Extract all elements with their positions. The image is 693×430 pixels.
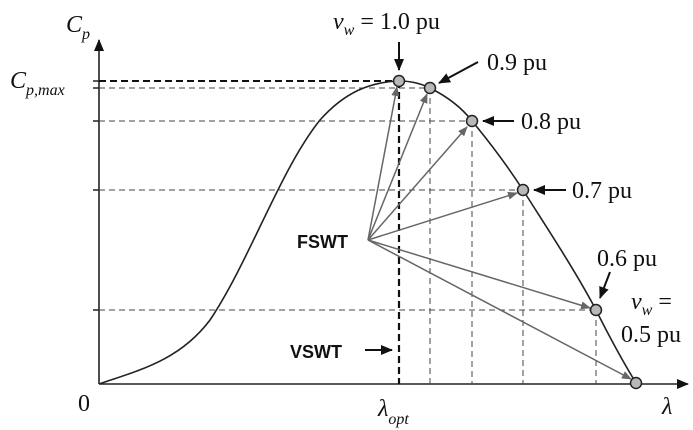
origin-label: 0 (78, 391, 90, 417)
lambda-opt-label: λopt (377, 396, 409, 428)
vswt-label: VSWT (290, 342, 342, 362)
fswt-arrow-09 (367, 93, 428, 241)
label-vw-10: vw = 1.0 pu (333, 9, 440, 39)
point-10 (392, 74, 406, 88)
x-axis-label: λ (661, 394, 672, 420)
point-08 (465, 114, 479, 128)
label-06: 0.6 pu (597, 246, 657, 272)
fswt-arrow-07 (367, 191, 518, 241)
label-07: 0.7 pu (572, 178, 632, 204)
point-07 (516, 183, 530, 197)
label-08: 0.8 pu (521, 109, 581, 135)
cpmax-label: Cp,max (10, 68, 65, 99)
point-06 (589, 303, 603, 317)
label-vw-05-line1: vw = (631, 289, 672, 319)
fswt-label: FSWT (297, 232, 348, 252)
point-05 (629, 376, 643, 390)
label-09: 0.9 pu (487, 50, 547, 76)
point-09 (423, 81, 437, 95)
label-vw-05-line2: 0.5 pu (621, 322, 681, 348)
fswt-arrow-10 (367, 86, 400, 241)
fswt-arrow-05 (367, 239, 632, 380)
fswt-arrow-06 (367, 239, 591, 310)
pointer-06 (599, 271, 611, 299)
pointer-09 (438, 61, 479, 84)
y-axis-label: Cp (66, 12, 90, 43)
fswt-arrow-08 (367, 126, 468, 241)
cp-curve (98, 80, 637, 385)
